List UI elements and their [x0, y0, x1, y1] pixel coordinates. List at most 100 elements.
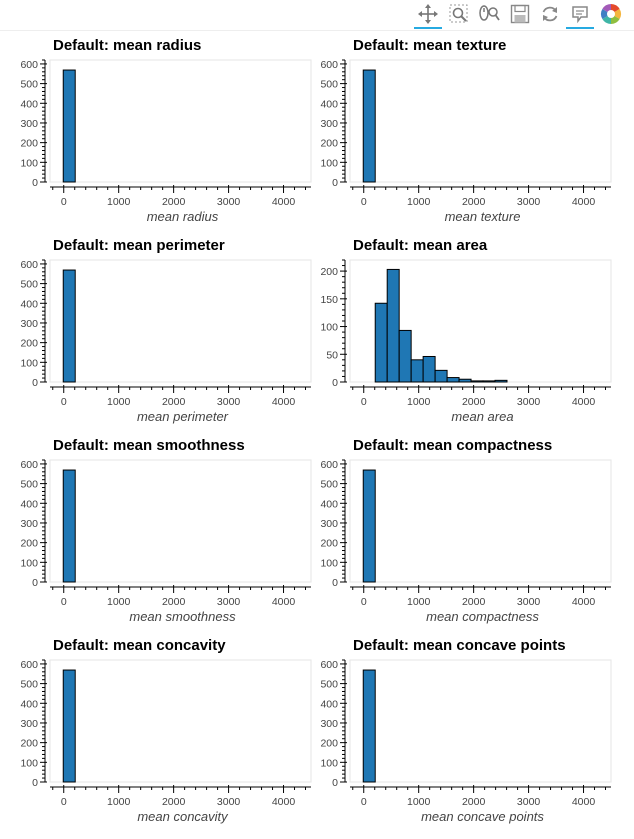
x-tick-label-mean-perimeter: 1000	[107, 396, 131, 408]
wheel-zoom-tool[interactable]	[476, 2, 504, 26]
y-tick-label-mean-concavity: 200	[20, 738, 38, 750]
histogram-bar-mean-texture-0[interactable]	[362, 69, 376, 183]
histogram-bar-mean-area-8[interactable]	[458, 378, 472, 383]
x-tick-label-mean-compactness: 2000	[462, 596, 486, 608]
y-tick-label-mean-radius: 500	[20, 79, 38, 91]
pan-tool[interactable]	[414, 2, 442, 29]
y-tick-label-mean-smoothness: 400	[20, 498, 38, 510]
y-tick-label-mean-smoothness: 500	[20, 479, 38, 491]
x-axis-label-mean-concave-points: mean concave points	[421, 809, 544, 824]
chart-title-mean-smoothness: Default: mean smoothness	[53, 437, 245, 454]
y-tick-label-mean-concavity: 100	[20, 757, 38, 769]
histogram-mean-smoothness[interactable]: 0 1000 2000 3000 4000 0 100 200 300 400 500 600 mean…	[0, 456, 317, 630]
x-tick-label-mean-perimeter: 2000	[162, 396, 186, 408]
x-tick-label-mean-texture: 4000	[572, 196, 596, 208]
y-tick-label-mean-concavity: 600	[20, 659, 38, 671]
x-tick-label-mean-concavity: 2000	[162, 796, 186, 808]
x-tick-label-mean-perimeter: 0	[61, 396, 67, 408]
y-tick-label-mean-smoothness: 600	[20, 459, 38, 471]
x-tick-label-mean-smoothness: 2000	[162, 596, 186, 608]
y-tick-label-mean-area: 50	[326, 349, 338, 361]
chart-title-mean-concave-points: Default: mean concave points	[353, 637, 566, 654]
histogram-bar-mean-area-7[interactable]	[446, 377, 460, 383]
y-tick-label-mean-concave-points: 300	[320, 718, 338, 730]
bokeh-logo[interactable]	[597, 2, 625, 26]
x-tick-label-mean-smoothness: 1000	[107, 596, 131, 608]
y-tick-label-mean-smoothness: 100	[20, 557, 38, 569]
plot-frame-mean-compactness	[349, 459, 612, 583]
plot-frame-mean-texture	[349, 59, 612, 183]
wheel-zoom-icon	[479, 5, 500, 21]
y-tick-label-mean-texture: 200	[320, 138, 338, 150]
y-tick-label-mean-compactness: 400	[320, 498, 338, 510]
histogram-bar-mean-area-10[interactable]	[482, 380, 496, 383]
histogram-mean-compactness[interactable]: 0 1000 2000 3000 4000 0 100 200 300 400 500 600 mean…	[300, 456, 617, 630]
histogram-bar-mean-compactness-0[interactable]	[362, 469, 376, 583]
pan-icon	[418, 4, 438, 24]
y-tick-label-mean-compactness: 500	[320, 479, 338, 491]
x-tick-label-mean-concavity: 1000	[107, 796, 131, 808]
y-tick-label-mean-concave-points: 600	[320, 659, 338, 671]
y-tick-label-mean-concavity: 500	[20, 679, 38, 691]
y-tick-label-mean-concavity: 400	[20, 698, 38, 710]
x-axis-label-mean-texture: mean texture	[445, 209, 521, 224]
x-tick-label-mean-area: 3000	[517, 396, 541, 408]
y-tick-label-mean-radius: 0	[32, 177, 38, 189]
y-tick-label-mean-smoothness: 300	[20, 518, 38, 530]
histogram-bar-mean-concavity-0[interactable]	[62, 669, 76, 783]
histogram-mean-area[interactable]: 0 1000 2000 3000 4000 0 50 100 150 200 mean area	[300, 256, 617, 430]
x-axis-label-mean-concavity: mean concavity	[137, 809, 229, 824]
histogram-bar-mean-area-1[interactable]	[374, 302, 388, 383]
y-tick-label-mean-concave-points: 100	[320, 757, 338, 769]
histogram-bar-mean-area-6[interactable]	[434, 369, 448, 383]
y-tick-label-mean-radius: 300	[20, 118, 38, 130]
histogram-bar-mean-perimeter-0[interactable]	[62, 269, 76, 383]
histogram-bar-mean-concave-points-0[interactable]	[362, 669, 376, 783]
x-tick-label-mean-perimeter: 3000	[217, 396, 241, 408]
chart-title-mean-texture: Default: mean texture	[353, 37, 507, 54]
y-tick-label-mean-perimeter: 0	[32, 377, 38, 389]
x-tick-label-mean-concavity: 3000	[217, 796, 241, 808]
y-tick-label-mean-area: 100	[320, 322, 338, 334]
save-tool[interactable]	[506, 2, 534, 26]
histogram-bar-mean-area-3[interactable]	[398, 329, 412, 383]
box-zoom-tool[interactable]	[445, 2, 473, 26]
y-tick-label-mean-compactness: 200	[320, 538, 338, 550]
x-tick-label-mean-compactness: 4000	[572, 596, 596, 608]
x-tick-label-mean-texture: 0	[361, 196, 367, 208]
reset-tool[interactable]	[536, 2, 564, 26]
y-tick-label-mean-radius: 600	[20, 59, 38, 71]
histogram-mean-perimeter[interactable]: 0 1000 2000 3000 4000 0 100 200 300 400 500 600 mean…	[0, 256, 317, 430]
histogram-mean-concave-points[interactable]: 0 1000 2000 3000 4000 0 100 200 300 400 500 600 mean…	[300, 656, 617, 830]
x-tick-label-mean-texture: 3000	[517, 196, 541, 208]
x-tick-label-mean-concave-points: 0	[361, 796, 367, 808]
histogram-bar-mean-area-4[interactable]	[410, 359, 424, 383]
y-tick-label-mean-texture: 500	[320, 79, 338, 91]
histogram-bar-mean-radius-0[interactable]	[62, 69, 76, 183]
y-tick-label-mean-perimeter: 600	[20, 259, 38, 271]
x-tick-label-mean-area: 4000	[572, 396, 596, 408]
y-tick-label-mean-compactness: 600	[320, 459, 338, 471]
histogram-bar-mean-area-5[interactable]	[422, 355, 436, 383]
x-tick-label-mean-texture: 2000	[462, 196, 486, 208]
histogram-mean-concavity[interactable]: 0 1000 2000 3000 4000 0 100 200 300 400 500 600 mean…	[0, 656, 317, 830]
x-axis-label-mean-compactness: mean compactness	[426, 609, 539, 624]
histogram-mean-radius[interactable]: 0 1000 2000 3000 4000 0 100 200 300 400 500 600 mean…	[0, 56, 317, 230]
chart-title-mean-radius: Default: mean radius	[53, 37, 202, 54]
y-tick-label-mean-radius: 400	[20, 98, 38, 110]
histogram-bar-mean-area-11[interactable]	[494, 379, 508, 383]
x-tick-label-mean-radius: 2000	[162, 196, 186, 208]
y-tick-label-mean-area: 0	[332, 377, 338, 389]
hover-tool[interactable]	[566, 2, 594, 29]
histogram-mean-texture[interactable]: 0 1000 2000 3000 4000 0 100 200 300 400 500 600 mean…	[300, 56, 617, 230]
histogram-bar-mean-area-9[interactable]	[470, 380, 484, 383]
histogram-bar-mean-area-2[interactable]	[386, 268, 400, 383]
plot-frame-mean-concavity	[49, 659, 312, 783]
y-tick-label-mean-concave-points: 0	[332, 777, 338, 789]
x-axis-label-mean-perimeter: mean perimeter	[137, 409, 229, 424]
hover-icon	[572, 6, 588, 24]
y-tick-label-mean-radius: 200	[20, 138, 38, 150]
histogram-bar-mean-smoothness-0[interactable]	[62, 469, 76, 583]
y-tick-label-mean-texture: 100	[320, 157, 338, 169]
y-tick-label-mean-compactness: 300	[320, 518, 338, 530]
